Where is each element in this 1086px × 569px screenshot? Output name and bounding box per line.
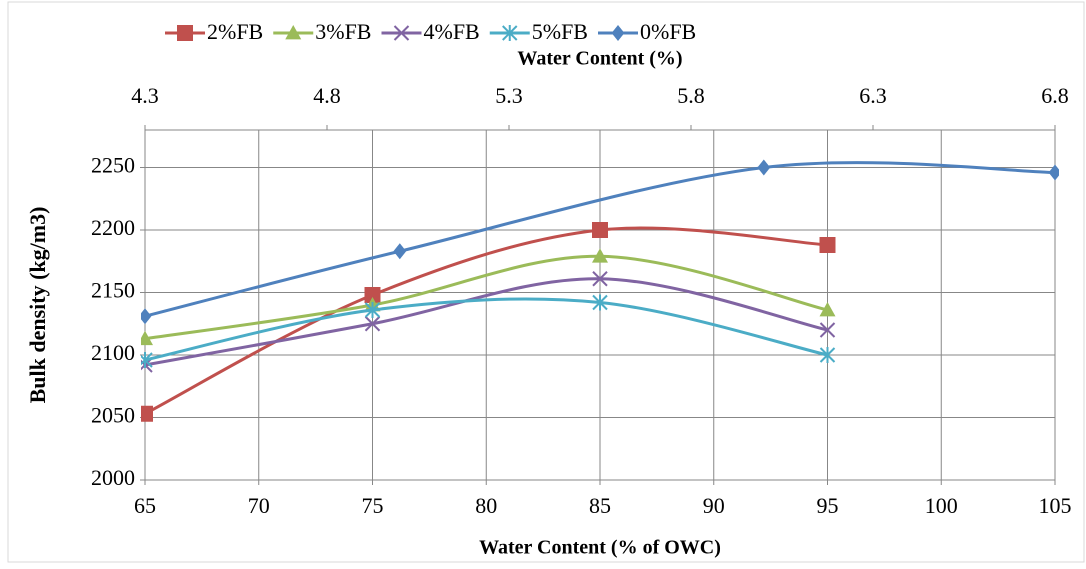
x2-axis-title: Water Content (%) xyxy=(517,48,682,70)
plot-frame xyxy=(144,129,1056,481)
legend-label: 0%FB xyxy=(640,19,696,44)
legend-marker xyxy=(502,25,518,41)
marker xyxy=(393,243,407,260)
legend-label: 3%FB xyxy=(315,19,371,44)
marker xyxy=(819,302,836,317)
marker xyxy=(819,347,836,363)
y-tick-label: 2050 xyxy=(91,403,135,428)
legend-marker xyxy=(611,25,625,41)
legend-label: 5%FB xyxy=(532,19,588,44)
x-tick-label: 85 xyxy=(589,493,611,518)
y-tick-label: 2000 xyxy=(91,465,135,490)
marker xyxy=(592,248,608,263)
x2-tick-label: 4.8 xyxy=(313,83,341,108)
y-tick-label: 2200 xyxy=(91,215,135,240)
marker xyxy=(364,287,381,303)
series-line xyxy=(144,297,828,362)
x-tick-label: 70 xyxy=(248,493,270,518)
legend-marker xyxy=(177,25,193,41)
marker xyxy=(592,271,608,287)
marker xyxy=(1048,164,1059,181)
y-axis-title: Bulk density (kg/m3) xyxy=(25,207,50,404)
x2-tick-label: 5.8 xyxy=(677,83,705,108)
x-tick-label: 75 xyxy=(362,493,384,518)
legend-label: 4%FB xyxy=(424,19,480,44)
marker xyxy=(819,322,836,338)
x-tick-label: 90 xyxy=(703,493,725,518)
x-tick-label: 100 xyxy=(925,493,958,518)
x-tick-label: 80 xyxy=(475,493,497,518)
legend-label: 2%FB xyxy=(207,19,263,44)
x2-tick-label: 5.3 xyxy=(495,83,523,108)
marker xyxy=(592,222,608,238)
marker xyxy=(364,302,381,318)
y-tick-label: 2150 xyxy=(91,278,135,303)
x2-tick-label: 4.3 xyxy=(131,83,159,108)
x2-tick-label: 6.8 xyxy=(1041,83,1069,108)
legend-marker xyxy=(393,25,410,41)
series-line xyxy=(144,254,828,341)
marker xyxy=(819,237,836,253)
x-axis-title: Water Content (% of OWC) xyxy=(479,537,721,559)
series-line xyxy=(144,277,828,367)
series-line xyxy=(144,161,1056,318)
x-tick-label: 105 xyxy=(1039,493,1072,518)
marker xyxy=(141,405,153,422)
x-tick-label: 65 xyxy=(134,493,156,518)
y-tick-label: 2250 xyxy=(91,153,135,178)
y-tick-label: 2100 xyxy=(91,340,135,365)
series-line xyxy=(144,226,828,416)
x-tick-label: 95 xyxy=(817,493,839,518)
x2-tick-label: 6.3 xyxy=(859,83,887,108)
legend-marker xyxy=(285,25,302,40)
marker xyxy=(757,159,771,176)
marker xyxy=(141,308,152,325)
plot-area xyxy=(141,159,1059,422)
marker xyxy=(592,294,608,311)
marker xyxy=(141,352,153,368)
marker xyxy=(141,330,153,346)
chart-frame xyxy=(7,1,1085,563)
marker xyxy=(364,316,381,332)
